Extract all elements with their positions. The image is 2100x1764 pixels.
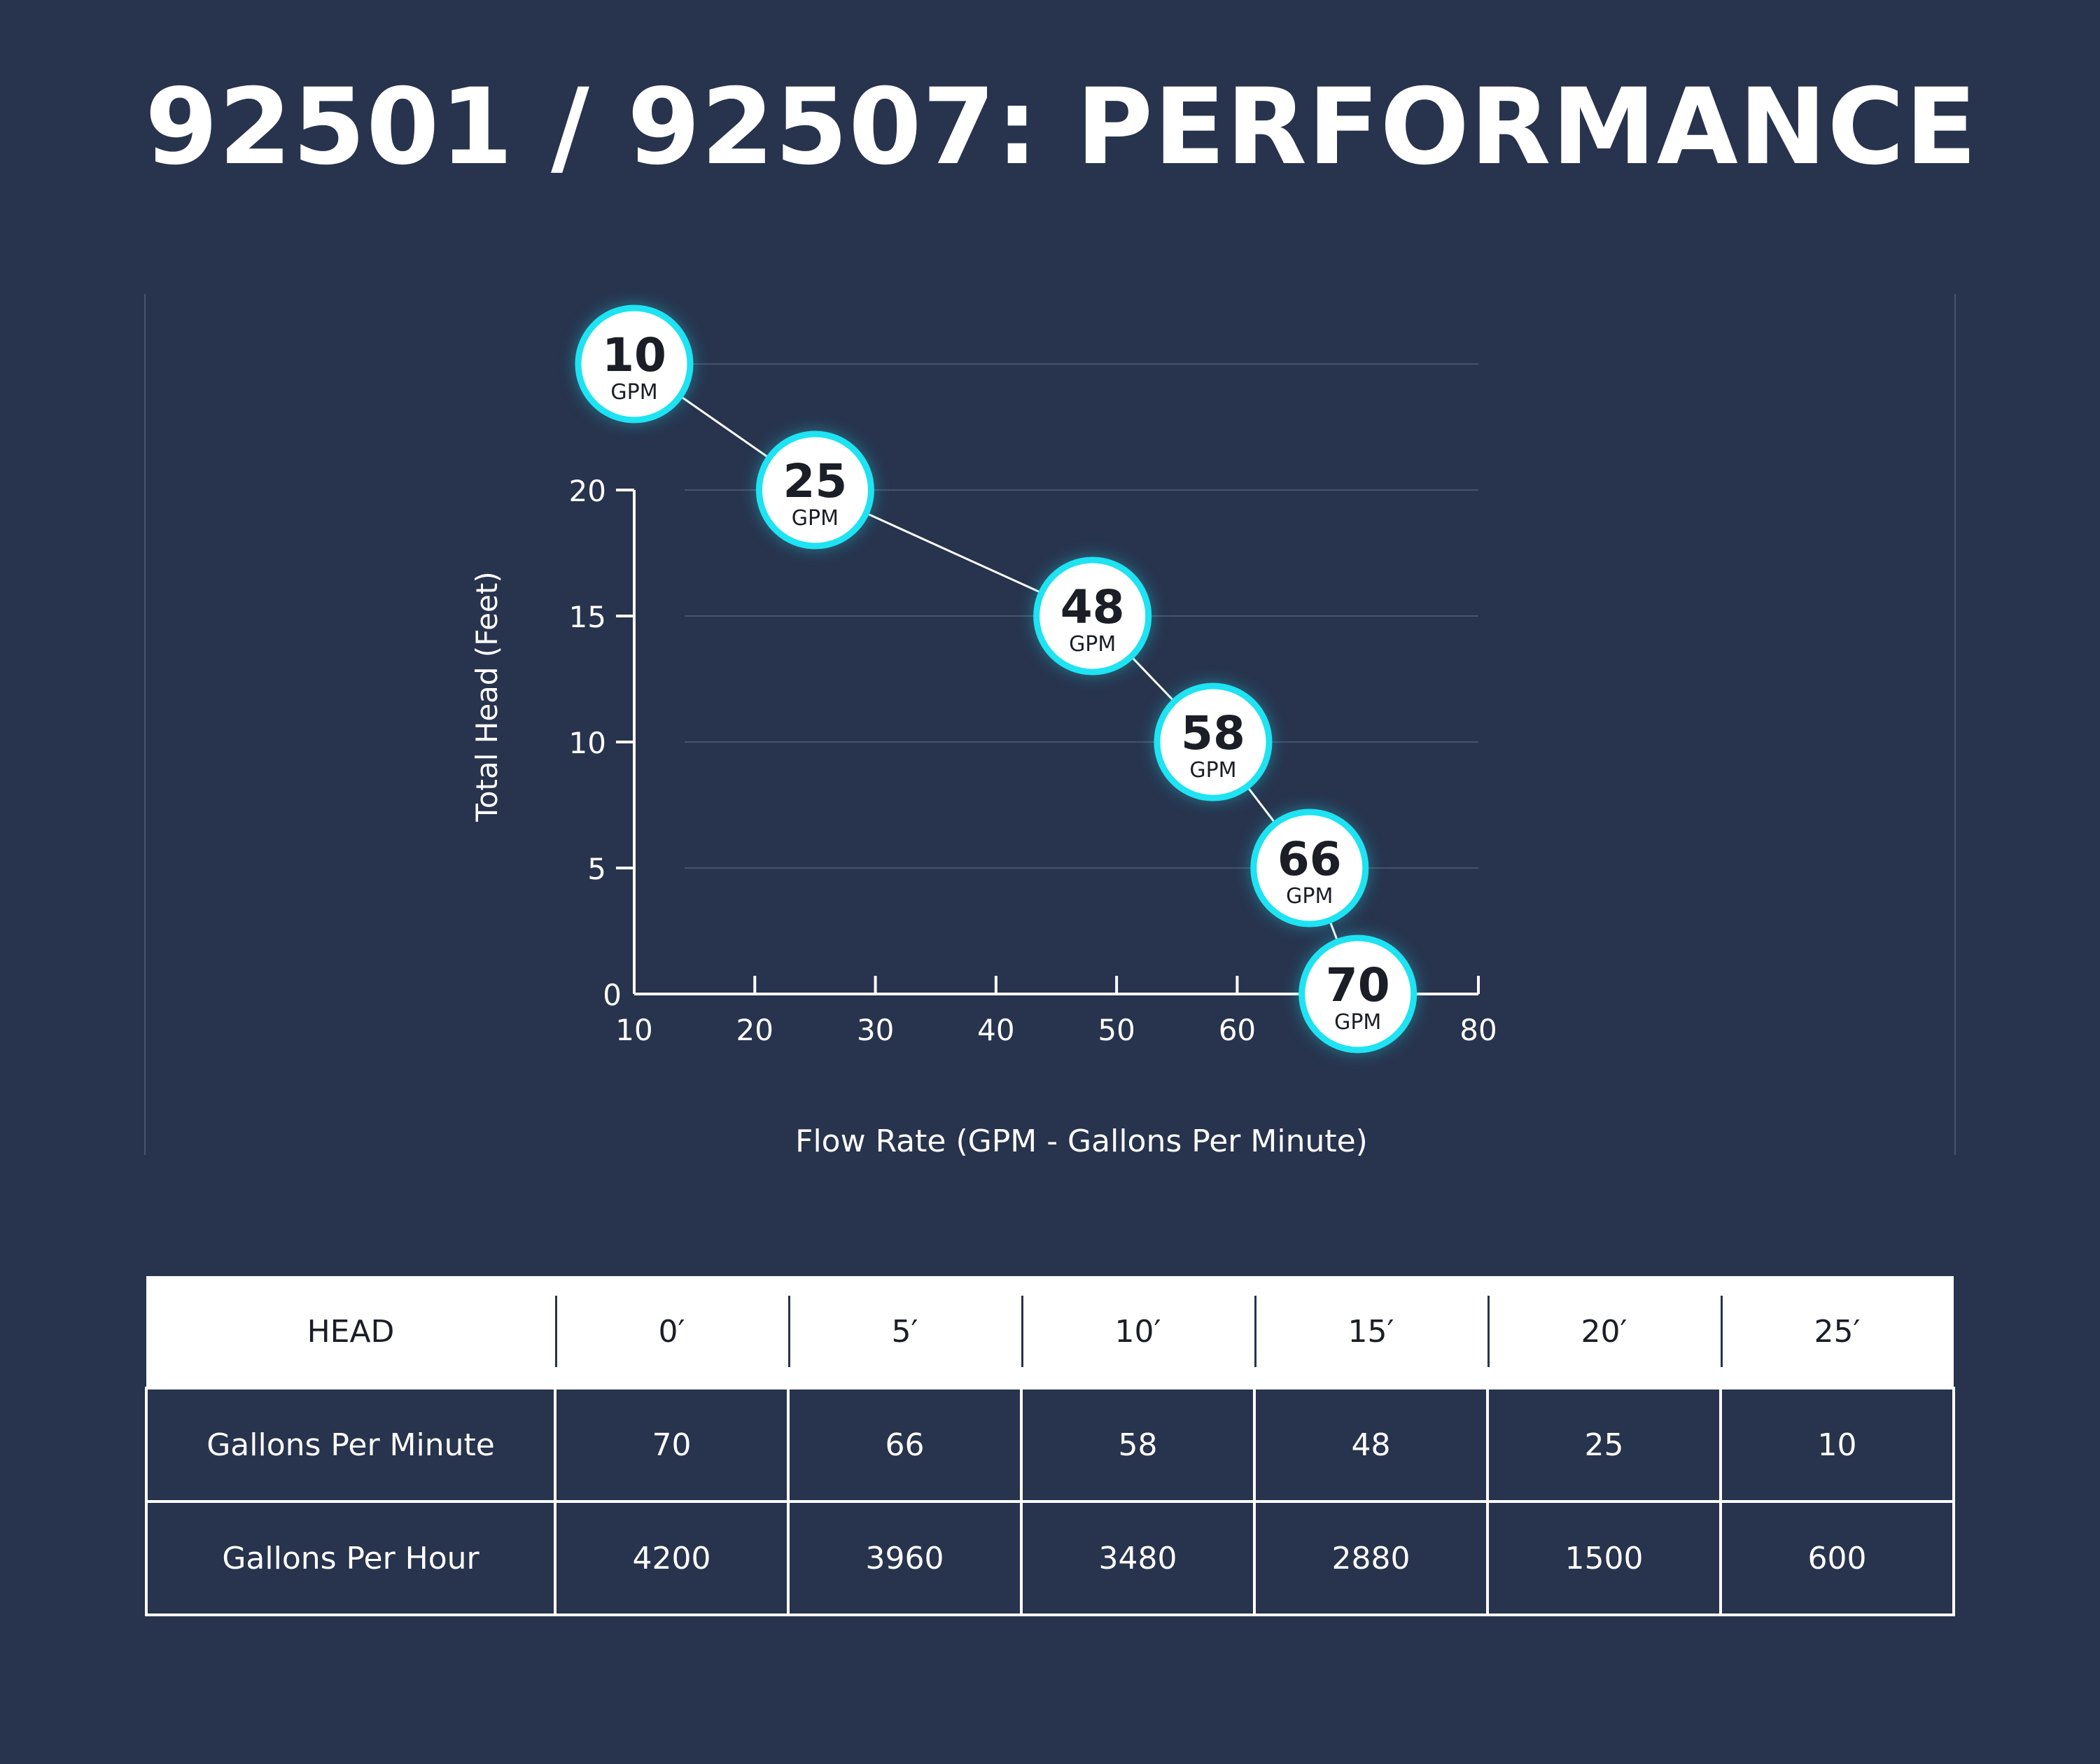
data-label-value: 48 bbox=[1060, 580, 1125, 634]
marker-circle bbox=[575, 304, 694, 424]
marker-circle bbox=[1250, 808, 1369, 927]
table-header-cell: HEAD bbox=[307, 1313, 395, 1350]
y-tick-label: 0 bbox=[603, 978, 622, 1012]
table-row-label: Gallons Per Hour bbox=[145, 1500, 556, 1616]
data-label-unit: GPM bbox=[1069, 632, 1116, 657]
table-header-row: HEAD 0′ 5′ 10′ 15′ 20′ 25′ bbox=[146, 1276, 1954, 1388]
data-label-value: 66 bbox=[1278, 832, 1342, 886]
data-label-unit: GPM bbox=[792, 506, 839, 531]
performance-chart: 051015201020304050607080 10GPM25GPM48GPM… bbox=[144, 294, 1956, 1159]
data-label-unit: GPM bbox=[1334, 1010, 1381, 1035]
table-row-gpm: Gallons Per Minute 70 66 58 48 25 10 bbox=[145, 1387, 1955, 1503]
table-cell: 4200 bbox=[554, 1500, 790, 1616]
table-header-cell: 15′ bbox=[1254, 1276, 1488, 1388]
x-tick-label: 50 bbox=[1098, 1013, 1135, 1047]
table-row-label: Gallons Per Minute bbox=[145, 1387, 556, 1503]
y-tick-label: 10 bbox=[569, 726, 606, 760]
y-axis-title: Total Head (Feet) bbox=[470, 571, 504, 822]
marker-circle bbox=[1033, 556, 1152, 676]
table-cell: 10 bbox=[1719, 1387, 1955, 1503]
y-tick-label: 15 bbox=[569, 600, 606, 634]
data-label-unit: GPM bbox=[1189, 758, 1236, 783]
data-label-unit: GPM bbox=[610, 380, 657, 405]
data-label-unit: GPM bbox=[1286, 884, 1333, 909]
x-tick-label: 40 bbox=[977, 1013, 1014, 1047]
marker-circle bbox=[1154, 682, 1273, 802]
table-header-cell: 10′ bbox=[1021, 1276, 1254, 1388]
table-cell: 3960 bbox=[787, 1500, 1023, 1616]
table-header-cell: 25′ bbox=[1721, 1276, 1954, 1388]
x-axis-title: Flow Rate (GPM - Gallons Per Minute) bbox=[795, 1124, 1368, 1159]
table-cell: 3480 bbox=[1020, 1500, 1256, 1616]
y-tick-label: 5 bbox=[587, 852, 606, 886]
marker-circle bbox=[755, 430, 874, 550]
table-cell: 25 bbox=[1486, 1387, 1722, 1503]
table-cell: 600 bbox=[1719, 1500, 1955, 1616]
table-row-gph: Gallons Per Hour 4200 3960 3480 2880 150… bbox=[145, 1500, 1955, 1616]
x-tick-label: 10 bbox=[615, 1013, 652, 1047]
page-title: 92501 / 92507: PERFORMANCE bbox=[145, 66, 1977, 188]
x-tick-label: 30 bbox=[857, 1013, 894, 1047]
table-cell: 2880 bbox=[1253, 1500, 1489, 1616]
data-label-value: 10 bbox=[602, 328, 666, 382]
x-tick-label: 60 bbox=[1219, 1013, 1256, 1047]
x-tick-label: 20 bbox=[736, 1013, 774, 1047]
table-header-cell: 5′ bbox=[788, 1276, 1021, 1388]
table-cell: 70 bbox=[554, 1387, 790, 1503]
performance-table: HEAD 0′ 5′ 10′ 15′ 20′ 25′ Gallons Per M… bbox=[145, 1276, 1955, 1616]
marker-circle bbox=[1298, 934, 1418, 1054]
y-tick-label: 20 bbox=[569, 474, 606, 508]
table-cell: 48 bbox=[1253, 1387, 1489, 1503]
table-cell: 58 bbox=[1020, 1387, 1256, 1503]
series-line bbox=[634, 363, 1359, 995]
table-cell: 1500 bbox=[1486, 1500, 1722, 1616]
table-cell: 66 bbox=[787, 1387, 1023, 1503]
chart-svg: 051015201020304050607080 10GPM25GPM48GPM… bbox=[144, 294, 1956, 1159]
data-label-value: 70 bbox=[1326, 958, 1390, 1012]
table-header-cell: 0′ bbox=[555, 1276, 788, 1388]
x-tick-label: 80 bbox=[1460, 1013, 1497, 1047]
data-label-value: 25 bbox=[783, 454, 847, 508]
table-header-cell: 20′ bbox=[1488, 1276, 1721, 1388]
data-label-value: 58 bbox=[1181, 706, 1245, 760]
